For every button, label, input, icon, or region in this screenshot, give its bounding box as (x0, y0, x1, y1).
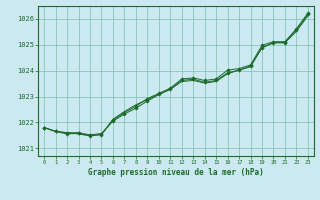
X-axis label: Graphe pression niveau de la mer (hPa): Graphe pression niveau de la mer (hPa) (88, 168, 264, 177)
